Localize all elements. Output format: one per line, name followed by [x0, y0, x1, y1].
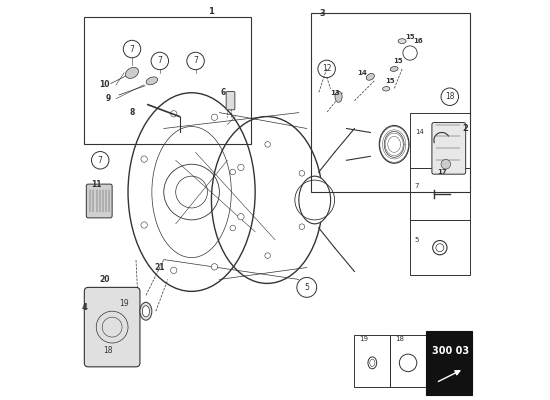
- Text: 5: 5: [415, 237, 419, 243]
- FancyBboxPatch shape: [226, 92, 235, 110]
- FancyBboxPatch shape: [432, 122, 466, 174]
- Circle shape: [141, 222, 147, 228]
- Circle shape: [299, 224, 305, 230]
- Text: 7: 7: [415, 183, 419, 189]
- Ellipse shape: [390, 66, 398, 71]
- Text: 15: 15: [405, 34, 415, 40]
- Circle shape: [238, 214, 244, 220]
- Text: 15: 15: [386, 78, 395, 84]
- Text: 10: 10: [99, 80, 109, 89]
- Ellipse shape: [383, 86, 390, 91]
- Text: 16: 16: [413, 38, 423, 44]
- Text: 7: 7: [157, 56, 162, 66]
- Text: 19: 19: [360, 336, 368, 342]
- Circle shape: [265, 253, 271, 258]
- Text: 5: 5: [304, 283, 309, 292]
- Text: 7: 7: [193, 56, 198, 66]
- Text: 13: 13: [329, 90, 339, 96]
- Text: 3: 3: [320, 9, 326, 18]
- Text: 6: 6: [221, 88, 226, 97]
- Text: 300 03: 300 03: [432, 346, 469, 356]
- Text: 7: 7: [98, 156, 103, 165]
- Ellipse shape: [142, 306, 150, 317]
- Text: 15: 15: [393, 58, 403, 64]
- Text: 11: 11: [91, 180, 102, 189]
- Ellipse shape: [398, 39, 406, 44]
- Ellipse shape: [335, 91, 342, 102]
- Text: 14: 14: [358, 70, 367, 76]
- Ellipse shape: [140, 302, 152, 320]
- Text: 18: 18: [445, 92, 454, 101]
- Text: 18: 18: [103, 346, 113, 356]
- FancyBboxPatch shape: [86, 184, 112, 218]
- Text: 17: 17: [437, 169, 447, 175]
- Circle shape: [441, 160, 450, 169]
- Text: 14: 14: [415, 130, 424, 136]
- Circle shape: [230, 225, 235, 231]
- Ellipse shape: [366, 74, 375, 80]
- Text: 1: 1: [208, 7, 214, 16]
- Text: 9: 9: [106, 94, 111, 103]
- Circle shape: [230, 169, 235, 175]
- Text: 7: 7: [130, 44, 134, 54]
- FancyBboxPatch shape: [84, 287, 140, 367]
- Text: 4: 4: [81, 303, 87, 312]
- Ellipse shape: [125, 67, 139, 78]
- Ellipse shape: [299, 176, 331, 224]
- Text: 8: 8: [129, 108, 135, 117]
- Text: 18: 18: [395, 336, 404, 342]
- Text: 2: 2: [463, 124, 469, 133]
- Circle shape: [238, 164, 244, 170]
- Circle shape: [265, 142, 271, 147]
- Circle shape: [299, 170, 305, 176]
- Circle shape: [211, 114, 218, 120]
- Text: 19: 19: [119, 299, 129, 308]
- Text: 21: 21: [155, 263, 165, 272]
- Circle shape: [211, 264, 218, 270]
- Ellipse shape: [146, 77, 158, 85]
- Circle shape: [170, 111, 177, 117]
- Circle shape: [170, 267, 177, 274]
- Bar: [426, 331, 472, 395]
- Text: 20: 20: [99, 275, 109, 284]
- Circle shape: [141, 156, 147, 162]
- Text: 12: 12: [322, 64, 332, 74]
